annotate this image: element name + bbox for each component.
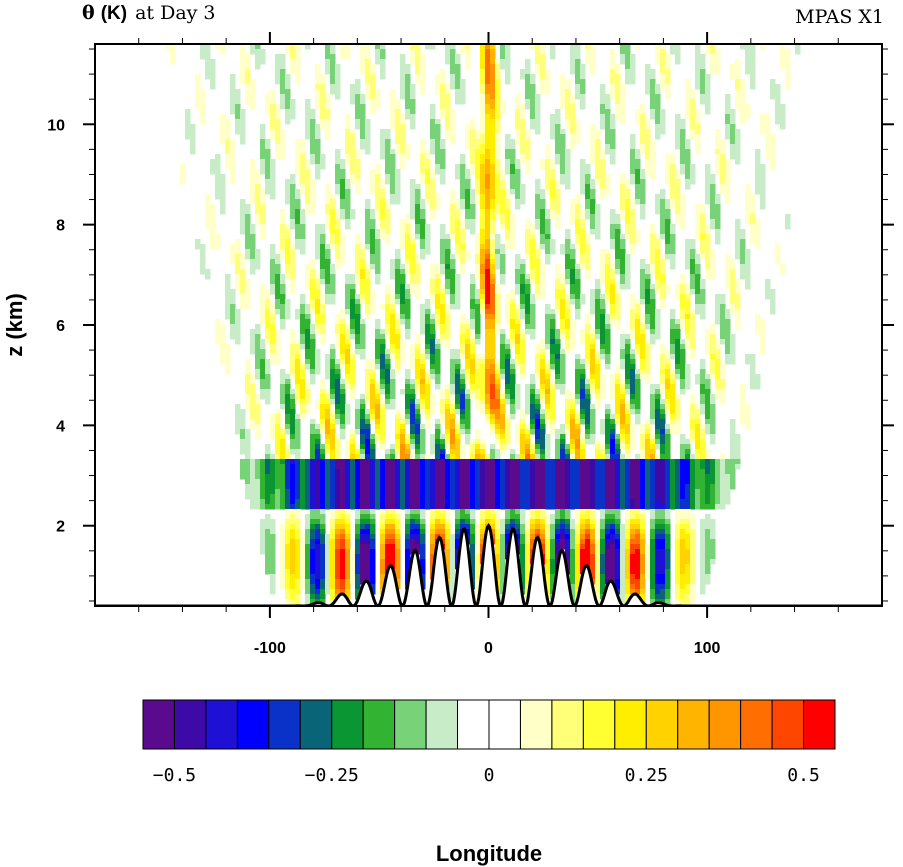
title-rest: at Day 3 (135, 2, 215, 24)
right-title: MPAS X1 (795, 6, 884, 28)
colorbar-swatch (582, 699, 616, 750)
colorbar-swatch (803, 699, 836, 750)
colorbar-tick-label: 0.25 (625, 765, 668, 786)
colorbar-swatch (645, 699, 679, 750)
colorbar-swatch (173, 699, 207, 750)
x-tick-label: 0 (484, 640, 493, 657)
x-tick-label: -100 (254, 640, 286, 657)
colorbar-swatch (299, 699, 333, 750)
colorbar-swatch (488, 699, 521, 750)
x-axis-label: Longitude (436, 841, 542, 866)
colorbar-swatch (205, 699, 238, 750)
colorbar-swatch (268, 699, 301, 750)
axes: -100 0 100 2 4 6 8 10 (47, 32, 894, 657)
mountain-terrain (95, 523, 882, 606)
colorbar-swatch (394, 699, 427, 750)
colorbar-swatch (551, 699, 584, 750)
colorbar-tick-label: 0 (484, 765, 495, 786)
colorbar-swatch (740, 699, 773, 750)
colorbar-tick-label: −0.25 (305, 765, 359, 786)
colorbar-swatch (677, 699, 710, 750)
y-tick-label: 10 (47, 117, 65, 134)
colorbar-swatch (236, 699, 270, 750)
colorbar-swatch (142, 699, 175, 750)
y-axis-label: z (km) (2, 293, 27, 357)
theta-field (165, 44, 801, 605)
y-tick-label: 2 (56, 519, 65, 536)
colorbar-swatch (331, 699, 364, 750)
colorbar-swatch (519, 699, 553, 750)
colorbar-swatch (771, 699, 805, 750)
title-symbol: θ (82, 2, 95, 24)
y-tick-label: 6 (56, 318, 65, 335)
y-tick-label: 4 (56, 418, 65, 435)
colorbar-tick-label: −0.5 (153, 765, 196, 786)
colorbar: −0.5 −0.25 0 0.25 0.5 (142, 699, 836, 786)
colorbar-swatch (708, 699, 742, 750)
chart-title: θ (K) at Day 3 (82, 2, 216, 24)
x-tick-label: 100 (694, 640, 721, 657)
colorbar-swatch (362, 699, 396, 750)
colorbar-swatch (457, 699, 490, 750)
colorbar-tick-label: 0.5 (787, 765, 820, 786)
colorbar-swatch (614, 699, 647, 750)
title-unit: (K) (101, 3, 127, 24)
y-tick-label: 8 (56, 218, 65, 235)
colorbar-swatch (425, 699, 459, 750)
